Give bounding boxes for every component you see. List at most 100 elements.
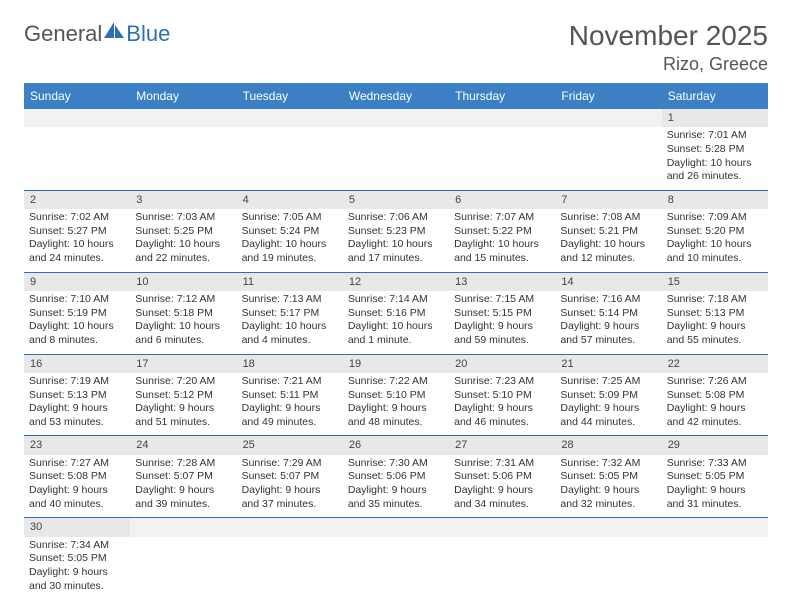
- day-number: 20: [449, 355, 555, 373]
- calendar-cell: 10Sunrise: 7:12 AMSunset: 5:18 PMDayligh…: [130, 272, 236, 354]
- day-number: [343, 518, 449, 536]
- cell-content: Sunrise: 7:08 AMSunset: 5:21 PMDaylight:…: [560, 211, 656, 266]
- cell-content: Sunrise: 7:23 AMSunset: 5:10 PMDaylight:…: [454, 375, 550, 430]
- day-number: 24: [130, 436, 236, 454]
- calendar-cell: 27Sunrise: 7:31 AMSunset: 5:06 PMDayligh…: [449, 436, 555, 518]
- cell-content: Sunrise: 7:14 AMSunset: 5:16 PMDaylight:…: [348, 293, 444, 348]
- calendar-cell: [343, 109, 449, 190]
- cell-content: Sunrise: 7:32 AMSunset: 5:05 PMDaylight:…: [560, 457, 656, 512]
- day-number: 11: [237, 273, 343, 291]
- day-header: Wednesday: [343, 83, 449, 109]
- logo-text-general: General: [24, 21, 102, 47]
- cell-content: Sunrise: 7:13 AMSunset: 5:17 PMDaylight:…: [242, 293, 338, 348]
- logo-text-blue: Blue: [126, 21, 170, 47]
- day-number: 6: [449, 191, 555, 209]
- cell-content: Sunrise: 7:19 AMSunset: 5:13 PMDaylight:…: [29, 375, 125, 430]
- day-number: 17: [130, 355, 236, 373]
- calendar-cell: 25Sunrise: 7:29 AMSunset: 5:07 PMDayligh…: [237, 436, 343, 518]
- day-number: 23: [24, 436, 130, 454]
- day-number: 25: [237, 436, 343, 454]
- day-number: 12: [343, 273, 449, 291]
- header: General Blue November 2025 Rizo, Greece: [24, 20, 768, 75]
- cell-content: Sunrise: 7:30 AMSunset: 5:06 PMDaylight:…: [348, 457, 444, 512]
- calendar-cell: 9Sunrise: 7:10 AMSunset: 5:19 PMDaylight…: [24, 272, 130, 354]
- day-number: [662, 518, 768, 536]
- calendar-cell: 7Sunrise: 7:08 AMSunset: 5:21 PMDaylight…: [555, 190, 661, 272]
- day-number: 1: [662, 109, 768, 127]
- calendar-week: 23 Sunrise: 7:27 AMSunset: 5:08 PMDayligh…: [24, 436, 768, 518]
- cell-content: Sunrise: 7:20 AMSunset: 5:12 PMDaylight:…: [135, 375, 231, 430]
- cell-content: Sunrise: 7:10 AMSunset: 5:19 PMDaylight:…: [29, 293, 125, 348]
- day-number: 15: [662, 273, 768, 291]
- day-number: [555, 518, 661, 536]
- cell-content: Sunrise: 7:18 AMSunset: 5:13 PMDaylight:…: [667, 293, 763, 348]
- calendar-week: 16Sunrise: 7:19 AMSunset: 5:13 PMDayligh…: [24, 354, 768, 436]
- cell-content: Sunrise: 7:33 AMSunset: 5:05 PMDaylight:…: [667, 457, 763, 512]
- calendar-week: 9Sunrise: 7:10 AMSunset: 5:19 PMDaylight…: [24, 272, 768, 354]
- calendar-cell: 29 Sunrise: 7:33 AMSunset: 5:05 PMDayligh…: [662, 436, 768, 518]
- day-header: Friday: [555, 83, 661, 109]
- sail-icon: [100, 20, 126, 47]
- day-number: 28: [555, 436, 661, 454]
- calendar-cell: [449, 518, 555, 599]
- calendar-cell: [237, 518, 343, 599]
- calendar-cell: [24, 109, 130, 190]
- cell-content: Sunrise: 7:06 AMSunset: 5:23 PMDaylight:…: [348, 211, 444, 266]
- day-header: Thursday: [449, 83, 555, 109]
- day-number: 14: [555, 273, 661, 291]
- calendar-table: SundayMondayTuesdayWednesdayThursdayFrid…: [24, 83, 768, 599]
- cell-content: Sunrise: 7:09 AMSunset: 5:20 PMDaylight:…: [667, 211, 763, 266]
- calendar-cell: 8Sunrise: 7:09 AMSunset: 5:20 PMDaylight…: [662, 190, 768, 272]
- cell-content: Sunrise: 7:21 AMSunset: 5:11 PMDaylight:…: [242, 375, 338, 430]
- calendar-header-row: SundayMondayTuesdayWednesdayThursdayFrid…: [24, 83, 768, 109]
- day-number: [237, 109, 343, 127]
- cell-content: Sunrise: 7:12 AMSunset: 5:18 PMDaylight:…: [135, 293, 231, 348]
- day-number: 26: [343, 436, 449, 454]
- cell-content: Sunrise: 7:01 AMSunset: 5:28 PMDaylight:…: [667, 129, 763, 184]
- day-number: 22: [662, 355, 768, 373]
- logo: General Blue: [24, 20, 170, 47]
- calendar-cell: 14 Sunrise: 7:16 AMSunset: 5:14 PMDayligh…: [555, 272, 661, 354]
- calendar-cell: 4 Sunrise: 7:05 AMSunset: 5:24 PMDaylight…: [237, 190, 343, 272]
- day-number: 3: [130, 191, 236, 209]
- day-header: Sunday: [24, 83, 130, 109]
- day-number: 13: [449, 273, 555, 291]
- calendar-cell: [555, 109, 661, 190]
- day-number: [130, 109, 236, 127]
- cell-content: Sunrise: 7:16 AMSunset: 5:14 PMDaylight:…: [560, 293, 656, 348]
- cell-content: Sunrise: 7:27 AMSunset: 5:08 PMDaylight:…: [29, 457, 125, 512]
- calendar-cell: [130, 518, 236, 599]
- calendar-week: 1 Sunrise: 7:01 AMSunset: 5:28 PMDaylight…: [24, 109, 768, 190]
- cell-content: Sunrise: 7:05 AMSunset: 5:24 PMDaylight:…: [242, 211, 338, 266]
- day-number: 21: [555, 355, 661, 373]
- calendar-cell: [130, 109, 236, 190]
- cell-content: Sunrise: 7:31 AMSunset: 5:06 PMDaylight:…: [454, 457, 550, 512]
- day-number: [130, 518, 236, 536]
- day-number: 18: [237, 355, 343, 373]
- day-number: [449, 109, 555, 127]
- cell-content: Sunrise: 7:07 AMSunset: 5:22 PMDaylight:…: [454, 211, 550, 266]
- day-number: 4: [237, 191, 343, 209]
- calendar-cell: 18 Sunrise: 7:21 AMSunset: 5:11 PMDayligh…: [237, 354, 343, 436]
- cell-content: Sunrise: 7:02 AMSunset: 5:27 PMDaylight:…: [29, 211, 125, 266]
- day-number: [24, 109, 130, 127]
- calendar-cell: 28 Sunrise: 7:32 AMSunset: 5:05 PMDayligh…: [555, 436, 661, 518]
- cell-content: Sunrise: 7:22 AMSunset: 5:10 PMDaylight:…: [348, 375, 444, 430]
- calendar-cell: 11 Sunrise: 7:13 AMSunset: 5:17 PMDayligh…: [237, 272, 343, 354]
- calendar-cell: 2 Sunrise: 7:02 AMSunset: 5:27 PMDaylight…: [24, 190, 130, 272]
- cell-content: Sunrise: 7:34 AMSunset: 5:05 PMDaylight:…: [29, 539, 125, 594]
- day-number: 29: [662, 436, 768, 454]
- calendar-week: 30Sunrise: 7:34 AMSunset: 5:05 PMDayligh…: [24, 518, 768, 599]
- calendar-cell: [449, 109, 555, 190]
- day-header: Tuesday: [237, 83, 343, 109]
- calendar-cell: 6 Sunrise: 7:07 AMSunset: 5:22 PMDaylight…: [449, 190, 555, 272]
- calendar-cell: [662, 518, 768, 599]
- day-number: [449, 518, 555, 536]
- calendar-cell: [237, 109, 343, 190]
- day-number: [343, 109, 449, 127]
- calendar-cell: 1 Sunrise: 7:01 AMSunset: 5:28 PMDaylight…: [662, 109, 768, 190]
- cell-content: Sunrise: 7:28 AMSunset: 5:07 PMDaylight:…: [135, 457, 231, 512]
- day-number: 2: [24, 191, 130, 209]
- calendar-cell: [343, 518, 449, 599]
- day-number: 5: [343, 191, 449, 209]
